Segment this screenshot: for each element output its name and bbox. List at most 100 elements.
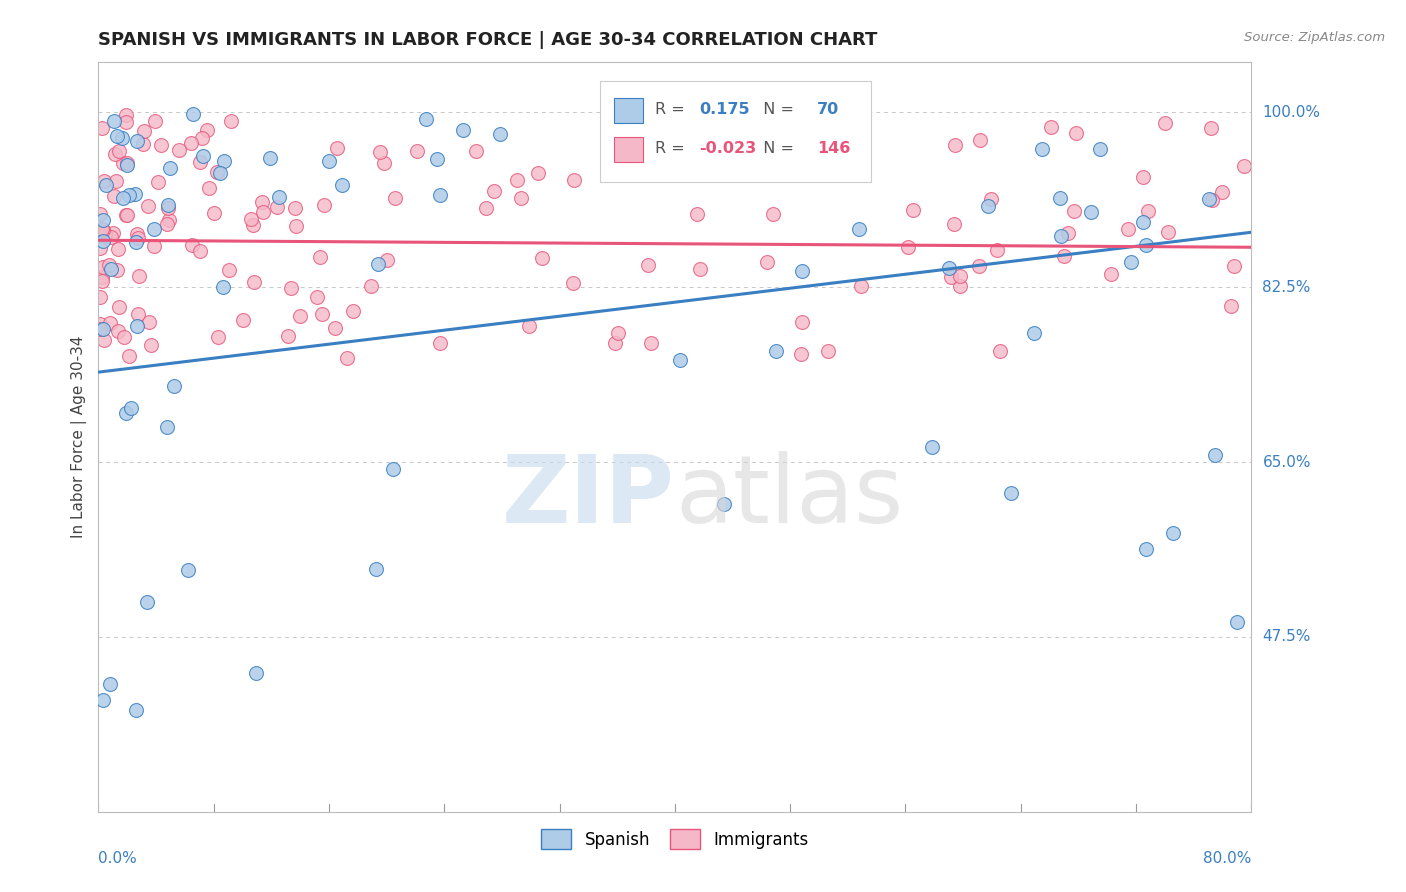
Point: [125, 227, 148, 241]
Text: 70: 70: [817, 103, 839, 117]
Point: [115, 114, 138, 128]
Point: [1057, 227, 1080, 241]
Point: [464, 144, 486, 158]
Point: [124, 186, 146, 201]
Point: [195, 122, 218, 136]
Text: Source: ZipAtlas.com: Source: ZipAtlas.com: [1244, 31, 1385, 45]
Point: [89, 207, 111, 221]
Point: [1049, 192, 1071, 206]
Point: [1039, 120, 1062, 134]
Point: [605, 335, 627, 350]
Point: [136, 595, 159, 609]
Point: [118, 349, 141, 363]
Point: [941, 269, 963, 284]
Point: [325, 320, 347, 334]
Point: [100, 677, 122, 691]
Text: N =: N =: [754, 141, 800, 156]
Point: [659, 119, 682, 133]
Point: [89, 322, 111, 336]
Point: [669, 352, 692, 367]
Point: [986, 243, 1008, 257]
Point: [146, 175, 169, 189]
Point: [180, 136, 202, 150]
Point: [381, 462, 404, 476]
Point: [426, 152, 449, 166]
Point: [188, 244, 211, 258]
Point: [366, 562, 388, 576]
Point: [1000, 486, 1022, 500]
Point: [125, 703, 148, 717]
Point: [686, 207, 709, 221]
Point: [111, 191, 134, 205]
Point: [269, 189, 291, 203]
Point: [1135, 542, 1157, 557]
Point: [181, 237, 204, 252]
Point: [562, 172, 585, 186]
Point: [125, 235, 148, 249]
Point: [115, 156, 138, 170]
Point: [689, 261, 711, 276]
Point: [330, 178, 353, 193]
Point: [218, 262, 240, 277]
Point: [530, 252, 553, 266]
Point: [142, 239, 165, 253]
Point: [91, 260, 114, 275]
Point: [114, 406, 136, 420]
Y-axis label: In Labor Force | Age 30-34: In Labor Force | Age 30-34: [72, 335, 87, 539]
Point: [159, 161, 181, 175]
Point: [1219, 299, 1241, 313]
Point: [219, 113, 242, 128]
Point: [232, 313, 254, 327]
Point: [1063, 204, 1085, 219]
Point: [817, 344, 839, 359]
Point: [720, 136, 742, 150]
Point: [259, 151, 281, 165]
Point: [127, 134, 149, 148]
Text: 0.0%: 0.0%: [98, 851, 138, 865]
Point: [1031, 142, 1053, 156]
Point: [266, 200, 288, 214]
Point: [108, 301, 131, 315]
Point: [1099, 267, 1122, 281]
Point: [157, 201, 180, 215]
Point: [1132, 169, 1154, 184]
Point: [849, 278, 872, 293]
Point: [375, 252, 398, 267]
Point: [105, 174, 128, 188]
Point: [1064, 126, 1087, 140]
Point: [89, 317, 111, 331]
Point: [131, 137, 153, 152]
Point: [202, 206, 225, 220]
Text: R =: R =: [655, 103, 690, 117]
Legend: Spanish, Immigrants: Spanish, Immigrants: [534, 822, 815, 855]
Point: [1135, 237, 1157, 252]
Point: [132, 124, 155, 138]
Point: [848, 222, 870, 236]
Point: [177, 562, 200, 576]
Point: [1204, 449, 1226, 463]
Point: [488, 128, 510, 142]
Point: [114, 208, 136, 222]
Point: [163, 378, 186, 392]
Point: [790, 347, 813, 361]
Text: 0.175: 0.175: [699, 103, 749, 117]
Point: [112, 329, 135, 343]
Point: [284, 201, 307, 215]
Point: [198, 181, 221, 195]
Point: [942, 217, 965, 231]
Point: [1116, 222, 1139, 236]
Point: [1226, 615, 1249, 629]
Point: [637, 258, 659, 272]
Point: [482, 184, 505, 198]
Point: [368, 145, 391, 159]
Text: atlas: atlas: [675, 451, 903, 543]
Point: [309, 251, 332, 265]
Point: [1233, 159, 1256, 173]
Point: [156, 198, 179, 212]
Point: [141, 338, 163, 352]
Point: [755, 255, 778, 269]
Text: -0.023: -0.023: [699, 141, 756, 156]
Point: [562, 276, 585, 290]
Point: [311, 307, 333, 321]
Point: [969, 133, 991, 147]
